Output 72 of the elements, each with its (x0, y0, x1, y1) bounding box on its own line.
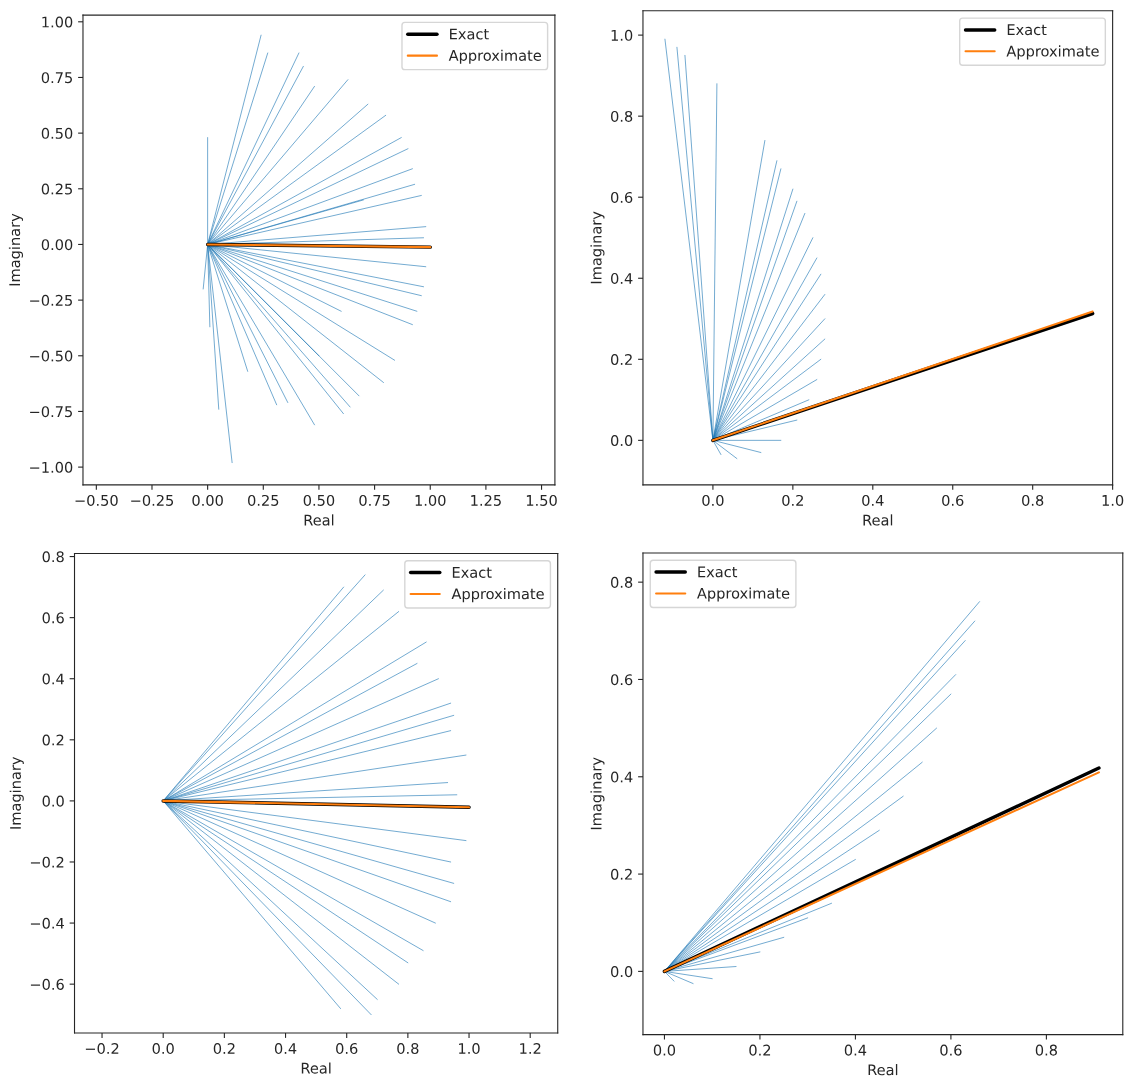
x-tick-label: −0.25 (131, 494, 174, 506)
x-tick-label: 0.0 (152, 1043, 174, 1055)
y-tick-label: 0.0 (42, 795, 64, 807)
x-tick-label: 0.0 (702, 494, 724, 506)
y-tick-label: 0.0 (611, 966, 633, 978)
x-tick-label: 0.8 (1035, 1044, 1057, 1056)
x-tick-label: 0.4 (844, 1044, 867, 1056)
y-tick-label: 0.50 (41, 127, 73, 139)
y-tick-label: 0.4 (611, 272, 633, 284)
y-tick-label: 0.8 (611, 110, 633, 122)
y-axis-title: Imaginary (8, 213, 24, 286)
x-tick-label: 0.6 (940, 1044, 962, 1056)
x-tick-label: 0.8 (1022, 494, 1044, 506)
y-tick-label: 0.2 (611, 868, 632, 880)
x-tick-label: 1.0 (459, 1043, 480, 1055)
y-tick-label: 0.00 (41, 239, 73, 251)
y-tick-label: −0.2 (30, 856, 64, 868)
y-tick-label: −0.4 (30, 917, 64, 929)
y-axis-title: Imaginary (590, 211, 605, 284)
y-tick-label: 0.2 (611, 354, 632, 366)
x-tick-label: 1.25 (471, 494, 501, 506)
x-axis-title: Real (301, 1062, 331, 1074)
y-tick-label: −0.50 (30, 350, 73, 362)
legend-label: Exact (450, 28, 489, 40)
legend-label: Approximate (448, 49, 541, 64)
x-axis-title: Real (304, 514, 334, 526)
x-tick-label: 0.00 (192, 494, 223, 506)
legend-label: Exact (698, 566, 738, 578)
x-tick-label: 1.00 (415, 494, 446, 506)
x-tick-label: 0.4 (274, 1043, 297, 1055)
y-tick-label: −0.25 (30, 294, 72, 306)
x-tick-label: −0.50 (75, 494, 118, 506)
y-tick-label: 0.8 (611, 576, 633, 588)
y-tick-label: 1.00 (42, 16, 73, 28)
legend-label: Approximate (451, 588, 544, 603)
x-tick-label: 0.2 (782, 494, 803, 506)
y-tick-label: 0.0 (611, 435, 633, 447)
x-tick-label: −0.2 (85, 1043, 119, 1055)
x-tick-label: 0.75 (359, 494, 390, 506)
x-tick-label: 0.2 (749, 1044, 771, 1056)
y-tick-label: 0.8 (42, 551, 64, 563)
y-tick-label: 0.25 (41, 183, 72, 195)
y-tick-label: 0.4 (611, 771, 633, 783)
x-tick-label: 0.25 (248, 494, 279, 506)
x-axis-title: Real (868, 1064, 898, 1076)
x-tick-label: 0.6 (336, 1043, 358, 1055)
y-tick-label: 0.6 (42, 612, 64, 624)
x-tick-label: 0.0 (653, 1044, 676, 1056)
x-tick-label: 0.6 (942, 494, 964, 506)
x-tick-label: 0.2 (213, 1043, 235, 1055)
x-tick-label: 0.4 (862, 494, 884, 506)
y-tick-label: −1.00 (30, 461, 73, 473)
y-tick-label: 1.0 (611, 29, 633, 41)
x-axis-title: Real (863, 514, 893, 526)
x-tick-label: 1.50 (526, 494, 557, 506)
y-tick-label: −0.6 (30, 978, 64, 990)
y-tick-label: −0.75 (30, 406, 72, 418)
x-tick-label: 0.50 (303, 494, 335, 506)
y-tick-label: 0.6 (611, 674, 633, 686)
y-tick-label: 0.2 (42, 734, 64, 746)
y-axis-title: Imaginary (590, 757, 605, 830)
legend-label: Exact (1007, 24, 1047, 36)
legend-label: Approximate (697, 587, 790, 602)
x-tick-label: 1.2 (520, 1043, 541, 1054)
y-axis-title: Imaginary (9, 756, 24, 829)
x-tick-label: 1.0 (1102, 494, 1124, 506)
y-tick-label: 0.6 (611, 191, 633, 203)
x-tick-label: 0.8 (397, 1043, 419, 1055)
y-tick-label: 0.75 (41, 72, 72, 84)
legend-label: Approximate (1006, 45, 1099, 60)
y-tick-label: 0.4 (42, 673, 64, 685)
legend-label: Exact (452, 567, 492, 578)
